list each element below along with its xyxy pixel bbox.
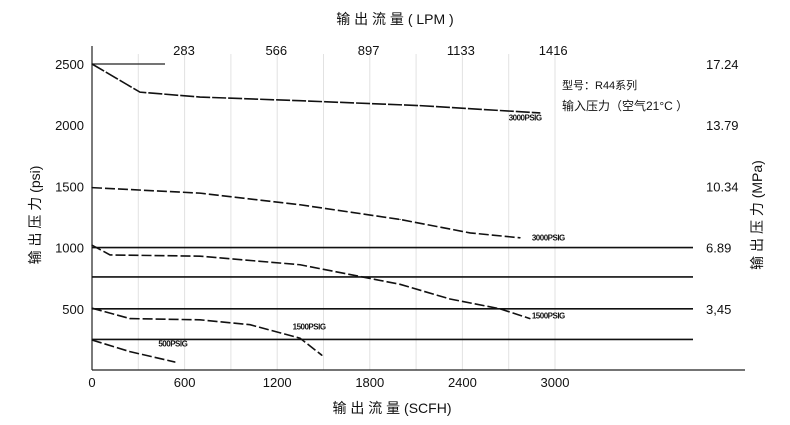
series-point: [469, 232, 471, 234]
series-point: [419, 105, 421, 107]
top-tick-label: 283: [173, 43, 195, 58]
series-point: [299, 337, 301, 339]
x-tick-label: 3000: [541, 375, 570, 390]
series-label: 1500PSIG: [293, 323, 326, 332]
series-label: 1500PSIG: [532, 312, 565, 321]
series-label: 500PSIG: [158, 340, 187, 349]
right-tick-label: 3,45: [706, 302, 731, 317]
series-point: [519, 237, 521, 239]
series-point: [199, 255, 201, 257]
series-point: [499, 308, 501, 310]
series-point: [91, 339, 93, 341]
series-point: [529, 317, 531, 320]
series-label: 3000PSIG: [509, 113, 542, 122]
series-point: [129, 351, 131, 353]
right-tick-label: 13.79: [706, 118, 739, 133]
series-point: [199, 192, 201, 194]
y-axis-label: 输 出 压 力 (psi): [27, 166, 43, 265]
x-tick-label: 600: [174, 375, 196, 390]
series-point: [321, 354, 323, 356]
series-point: [449, 298, 451, 300]
series-point: [109, 254, 111, 256]
series-point: [199, 319, 201, 321]
series-point: [174, 361, 176, 363]
x-axis-label: 输 出 流 量 (SCFH): [333, 400, 452, 416]
y-tick-label: 500: [62, 302, 84, 317]
series-line: [91, 307, 323, 356]
top-tick-label: 566: [265, 43, 287, 58]
series-point: [299, 264, 301, 266]
series-point: [91, 187, 93, 189]
x-tick-label: 1200: [263, 375, 292, 390]
series-label: 3000PSIG: [532, 233, 565, 242]
legend-model: 型号：R44系列: [562, 78, 637, 92]
top-tick-label: 897: [358, 43, 380, 58]
top-tick-label: 1133: [447, 43, 475, 58]
y-tick-label: 2000: [55, 118, 84, 133]
series-point: [539, 112, 541, 114]
series-point: [91, 307, 93, 309]
series-line: [91, 63, 541, 114]
y-tick-label: 2500: [55, 57, 84, 72]
right-tick-label: 6.89: [706, 241, 731, 256]
series-point: [91, 63, 93, 65]
series-point: [399, 218, 401, 221]
legend-input-pressure: 输入压力（空气21°C ）: [562, 98, 688, 113]
series-point: [129, 317, 131, 320]
series-point: [399, 283, 401, 285]
x-tick-label: 2400: [448, 375, 477, 390]
series-line: [91, 244, 531, 320]
x-tick-label: 1800: [355, 375, 384, 390]
chart-title: 输 出 流 量 ( LPM ): [336, 11, 453, 27]
right-tick-label: 10.34: [706, 179, 739, 194]
series-point: [299, 204, 301, 206]
y-tick-label: 1000: [55, 241, 84, 256]
series-point: [199, 96, 201, 98]
series-line: [91, 186, 521, 239]
y-tick-label: 1500: [55, 179, 84, 194]
y-axis-right-label: 输 出 压 力 (MPa): [749, 160, 765, 270]
series-point: [91, 244, 93, 246]
top-tick-label: 1416: [539, 43, 568, 58]
series-point: [249, 324, 251, 326]
series-point: [299, 100, 301, 102]
series-point: [139, 91, 141, 93]
x-tick-label: 0: [88, 375, 95, 390]
right-tick-label: 17.24: [706, 57, 739, 72]
